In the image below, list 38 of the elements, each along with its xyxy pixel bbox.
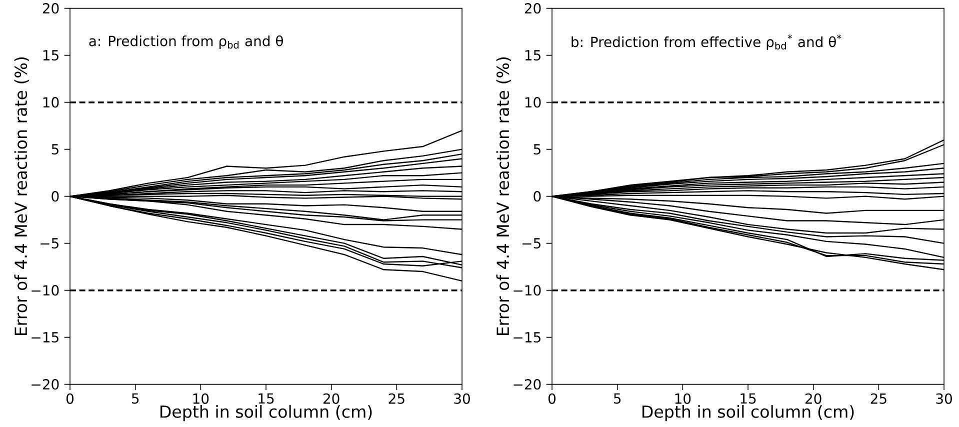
x-tick-label: 20 (323, 393, 340, 404)
y-tick-label: −15 (32, 332, 58, 343)
y-tick-label: −10 (32, 285, 59, 296)
y-axis-title: Error of 4.4 MeV reaction rate (%) (496, 57, 512, 336)
y-tick-label: 20 (524, 3, 541, 14)
x-tick-label: 5 (614, 393, 621, 404)
x-axis-title: Depth in soil column (cm) (642, 405, 854, 422)
x-tick-label: 0 (66, 393, 74, 404)
x-tick-label: 5 (132, 393, 139, 404)
x-tick-label: 10 (675, 393, 691, 404)
y-tick-label: 5 (52, 144, 58, 155)
x-tick-label: 15 (740, 393, 756, 404)
y-tick-label: −5 (40, 238, 58, 249)
y-tick-label: 5 (534, 144, 540, 155)
annotation: a: Prediction from ρ$_{bd}$ and θ (89, 35, 283, 49)
x-tick-label: 25 (870, 393, 886, 404)
y-tick-label: −5 (522, 238, 540, 249)
y-tick-label: 20 (42, 3, 59, 14)
y-tick-label: 10 (43, 97, 59, 108)
x-tick-label: 10 (193, 393, 209, 404)
annotation: b: Prediction from effective ρ$_{bd}$$^{*}$ and θ$^{*}$ (572, 34, 842, 50)
y-tick-label: −15 (514, 332, 540, 343)
x-tick-label: 0 (548, 393, 556, 404)
y-tick-label: 15 (525, 50, 540, 61)
y-tick-label: 0 (52, 191, 59, 202)
y-tick-label: 0 (534, 191, 541, 202)
x-tick-label: 30 (936, 393, 952, 404)
y-tick-label: 15 (43, 50, 58, 61)
x-tick-label: 15 (258, 393, 274, 404)
y-axis-title: Error of 4.4 MeV reaction rate (%) (14, 57, 30, 336)
x-axis-title: Depth in soil column (cm) (160, 405, 372, 422)
y-tick-label: −20 (32, 379, 59, 390)
x-tick-label: 25 (388, 393, 404, 404)
y-tick-label: 10 (525, 97, 541, 108)
x-tick-label: 30 (454, 393, 470, 404)
y-tick-label: −10 (514, 285, 541, 296)
x-tick-label: 20 (805, 393, 822, 404)
y-tick-label: −20 (514, 379, 541, 390)
